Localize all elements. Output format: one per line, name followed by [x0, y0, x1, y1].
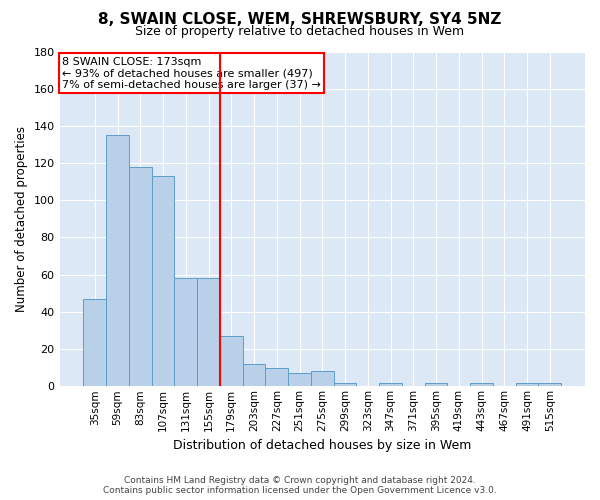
Bar: [538, 382, 561, 386]
Bar: [288, 373, 311, 386]
Bar: [311, 372, 334, 386]
Bar: [334, 382, 356, 386]
Bar: [175, 278, 197, 386]
Text: 8, SWAIN CLOSE, WEM, SHREWSBURY, SY4 5NZ: 8, SWAIN CLOSE, WEM, SHREWSBURY, SY4 5NZ: [98, 12, 502, 28]
Bar: [152, 176, 175, 386]
Bar: [379, 382, 402, 386]
Bar: [129, 167, 152, 386]
Bar: [83, 299, 106, 386]
Text: Contains HM Land Registry data © Crown copyright and database right 2024.
Contai: Contains HM Land Registry data © Crown c…: [103, 476, 497, 495]
Bar: [470, 382, 493, 386]
Bar: [220, 336, 242, 386]
Text: Size of property relative to detached houses in Wem: Size of property relative to detached ho…: [136, 25, 464, 38]
Bar: [515, 382, 538, 386]
Bar: [265, 368, 288, 386]
Y-axis label: Number of detached properties: Number of detached properties: [15, 126, 28, 312]
X-axis label: Distribution of detached houses by size in Wem: Distribution of detached houses by size …: [173, 440, 472, 452]
Bar: [242, 364, 265, 386]
Bar: [425, 382, 448, 386]
Text: 8 SWAIN CLOSE: 173sqm
← 93% of detached houses are smaller (497)
7% of semi-deta: 8 SWAIN CLOSE: 173sqm ← 93% of detached …: [62, 56, 321, 90]
Bar: [197, 278, 220, 386]
Bar: [106, 135, 129, 386]
